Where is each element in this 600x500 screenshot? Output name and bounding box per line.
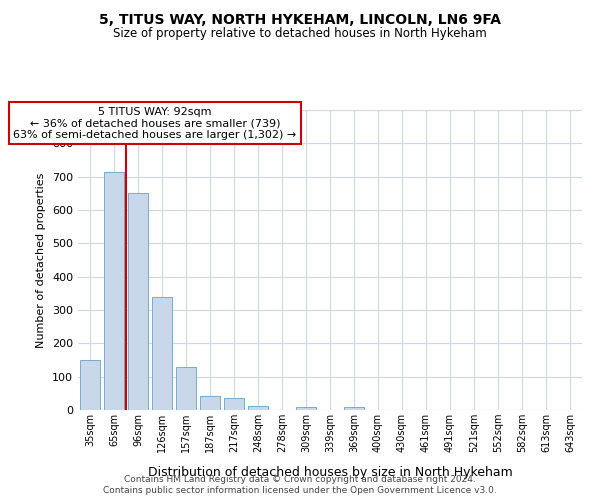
Text: 5, TITUS WAY, NORTH HYKEHAM, LINCOLN, LN6 9FA: 5, TITUS WAY, NORTH HYKEHAM, LINCOLN, LN… <box>99 12 501 26</box>
Bar <box>104 172 124 410</box>
Bar <box>152 296 172 410</box>
Text: Size of property relative to detached houses in North Hykeham: Size of property relative to detached ho… <box>113 28 487 40</box>
X-axis label: Distribution of detached houses by size in North Hykeham: Distribution of detached houses by size … <box>148 466 512 479</box>
Bar <box>248 406 268 410</box>
Text: Contains public sector information licensed under the Open Government Licence v3: Contains public sector information licen… <box>103 486 497 495</box>
Bar <box>344 408 364 410</box>
Bar <box>224 398 244 410</box>
Text: Contains HM Land Registry data © Crown copyright and database right 2024.: Contains HM Land Registry data © Crown c… <box>124 475 476 484</box>
Bar <box>296 408 316 410</box>
Bar <box>176 366 196 410</box>
Bar <box>128 194 148 410</box>
Text: 5 TITUS WAY: 92sqm
← 36% of detached houses are smaller (739)
63% of semi-detach: 5 TITUS WAY: 92sqm ← 36% of detached hou… <box>13 106 296 140</box>
Bar <box>80 360 100 410</box>
Y-axis label: Number of detached properties: Number of detached properties <box>37 172 46 348</box>
Bar <box>200 396 220 410</box>
